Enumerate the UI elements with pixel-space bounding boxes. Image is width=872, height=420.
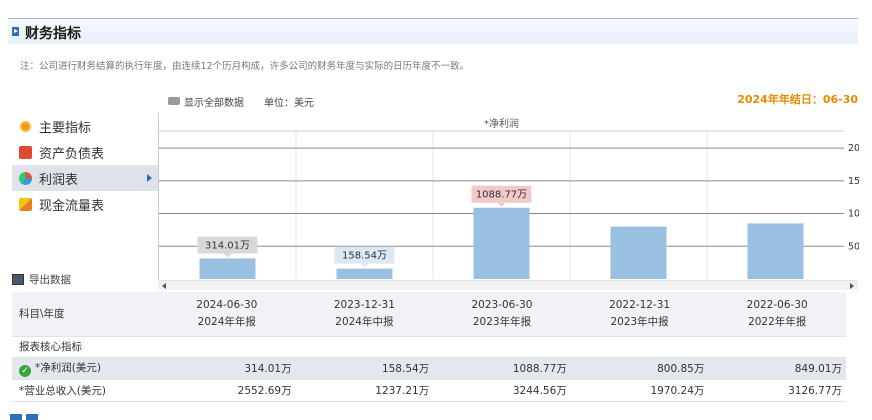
sidebar-item-main-indicators[interactable]: 主要指标 xyxy=(12,113,158,139)
scroll-right-arrow-icon[interactable] xyxy=(850,283,854,289)
chart-title: *净利润 xyxy=(484,119,519,130)
table-cell: 314.01万 xyxy=(158,357,296,380)
table-row[interactable]: *营业总收入(美元) 2552.69万 1237.21万 3244.56万 19… xyxy=(12,379,846,402)
y-tick-label: 1000 xyxy=(848,209,859,220)
sidebar-item-label: 资产负债表 xyxy=(39,146,105,162)
table-cell: 3244.56万 xyxy=(433,379,571,402)
sidebar-item-income-statement[interactable]: 利润表 xyxy=(12,165,158,191)
column-header: 2022-12-31 2023年中报 xyxy=(570,292,709,337)
column-date: 2022-12-31 xyxy=(609,298,671,311)
pie-chart-icon xyxy=(19,171,32,185)
column-report: 2022年年报 xyxy=(748,315,807,328)
export-data-button[interactable]: 导出数据 xyxy=(12,272,71,287)
column-report: 2024年中报 xyxy=(335,315,394,328)
section-marker-icon xyxy=(12,27,19,36)
column-report: 2024年年报 xyxy=(197,315,256,328)
table-corner-header: 科目\年度 xyxy=(12,292,158,337)
data-label-box xyxy=(197,236,258,254)
net-profit-chart: 500 1000 1500 2000 314.01万 158.54万 1088.77万 *净… xyxy=(158,113,859,280)
bar xyxy=(747,223,804,279)
data-label-pointer xyxy=(497,202,506,207)
data-label-pointer xyxy=(360,263,369,268)
chart-canvas: 500 1000 1500 2000 314.01万 158.54万 1088.77万 xyxy=(159,130,859,279)
bar xyxy=(473,207,530,279)
document-icon xyxy=(19,145,32,159)
column-date: 2022-06-30 xyxy=(746,298,808,311)
table-cell: 800.85万 xyxy=(570,357,709,380)
data-label-box xyxy=(334,246,395,264)
data-label-pointer xyxy=(223,253,232,258)
row-label: *净利润(美元) xyxy=(35,361,101,374)
data-label: 1088.77万 xyxy=(476,190,527,201)
table-cell: 3126.77万 xyxy=(708,379,846,402)
column-report: 2023年中报 xyxy=(610,315,669,328)
sidebar-item-label: 主要指标 xyxy=(39,120,92,136)
chart-toolbar: 显示全部数据 单位：美元 xyxy=(168,94,314,109)
column-date: 2023-06-30 xyxy=(471,298,533,311)
year-end-label: 2024年年结日：06-30 xyxy=(737,93,858,106)
export-label: 导出数据 xyxy=(29,274,71,286)
chevron-right-icon xyxy=(147,174,152,182)
table-cell: 1237.21万 xyxy=(295,379,434,402)
sidebar-item-label: 利润表 xyxy=(39,172,79,188)
sidebar-item-balance-sheet[interactable]: 资产负债表 xyxy=(12,139,158,165)
data-label: 314.01万 xyxy=(205,240,250,251)
column-header: 2023-06-30 2023年年报 xyxy=(433,292,571,337)
chart-scrollbar[interactable] xyxy=(158,280,858,290)
sidebar-item-cash-flow[interactable]: 现金流量表 xyxy=(12,191,158,217)
fiscal-year-note: 注：公司进行财务结算的执行年度，由连续12个历月构成，许多公司的财务年度与实际的… xyxy=(20,61,470,72)
table-row[interactable]: ✓ *净利润(美元) 314.01万 158.54万 1088.77万 800.8… xyxy=(12,357,846,380)
section-header: 财务指标 xyxy=(8,18,858,44)
column-header: 2024-06-30 2024年年报 xyxy=(158,292,296,337)
bar xyxy=(610,226,667,279)
bar xyxy=(336,268,393,279)
column-date: 2023-12-31 xyxy=(333,298,395,311)
y-tick-label: 500 xyxy=(848,241,859,252)
coins-icon xyxy=(19,197,32,211)
y-tick-label: 1500 xyxy=(848,176,859,187)
sidebar: 主要指标 资产负债表 利润表 现金流量表 xyxy=(12,113,158,217)
section-title: 财务指标 xyxy=(25,26,81,42)
column-header: 2023-12-31 2024年中报 xyxy=(295,292,434,337)
column-date: 2024-06-30 xyxy=(196,298,258,311)
data-label: 158.54万 xyxy=(342,251,387,262)
row-label: *营业总收入(美元) xyxy=(12,379,158,402)
sidebar-item-label: 现金流量表 xyxy=(39,198,105,214)
section-label: 报表核心指标 xyxy=(12,336,158,358)
table-cell: 1970.24万 xyxy=(570,379,709,402)
bottom-section-marker xyxy=(10,414,38,420)
check-icon: ✓ xyxy=(19,364,31,377)
data-label-box xyxy=(471,185,532,203)
show-all-data-toggle[interactable]: 显示全部数据 xyxy=(184,97,244,109)
table-cell: 158.54万 xyxy=(295,357,434,380)
table-cell: 2552.69万 xyxy=(158,379,296,402)
table-cell: 1088.77万 xyxy=(433,357,571,380)
table-header-row: 科目\年度 2024-06-30 2024年年报 2023-12-31 2024年中… xyxy=(12,292,846,337)
table-cell: 849.01万 xyxy=(708,357,846,380)
column-header: 2022-06-30 2022年年报 xyxy=(708,292,846,337)
column-report: 2023年年报 xyxy=(472,315,532,328)
toggle-icon[interactable] xyxy=(168,97,180,105)
excel-icon xyxy=(12,274,24,285)
section-row: 报表核心指标 xyxy=(12,336,846,358)
unit-label: 单位：美元 xyxy=(264,97,314,109)
bar xyxy=(199,258,256,279)
scroll-left-arrow-icon[interactable] xyxy=(162,283,166,289)
financial-table: 科目\年度 2024-06-30 2024年年报 2023-12-31 2024年中… xyxy=(12,292,846,402)
sun-icon xyxy=(19,119,32,133)
y-tick-label: 2000 xyxy=(848,143,859,154)
